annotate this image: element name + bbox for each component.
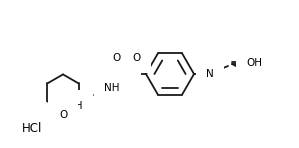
Text: O: O bbox=[132, 53, 140, 63]
Text: NH: NH bbox=[104, 83, 120, 93]
Text: HCl: HCl bbox=[22, 122, 42, 135]
Text: S: S bbox=[122, 67, 130, 81]
Text: O: O bbox=[112, 53, 120, 63]
Text: NH: NH bbox=[67, 101, 83, 111]
Text: N: N bbox=[206, 69, 214, 79]
Text: OH: OH bbox=[246, 58, 262, 68]
Text: O: O bbox=[59, 110, 67, 120]
